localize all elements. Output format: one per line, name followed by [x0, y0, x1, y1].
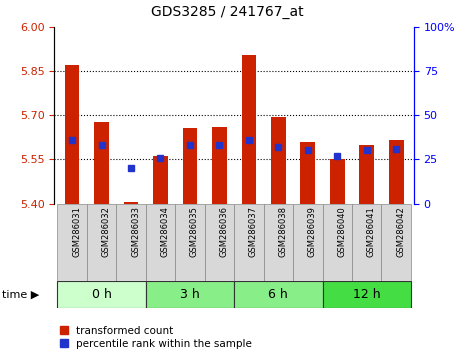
Bar — [116, 204, 146, 281]
Bar — [57, 281, 146, 308]
Text: GSM286041: GSM286041 — [367, 206, 376, 257]
Bar — [293, 204, 323, 281]
Bar — [123, 202, 139, 204]
Bar — [323, 281, 411, 308]
Bar — [300, 142, 315, 204]
Bar — [330, 159, 345, 204]
Bar — [205, 204, 234, 281]
Bar — [183, 128, 197, 204]
Bar — [146, 281, 234, 308]
Bar — [65, 65, 79, 204]
Text: 3 h: 3 h — [180, 288, 200, 301]
Text: GSM286040: GSM286040 — [337, 206, 346, 257]
Bar — [87, 204, 116, 281]
Bar — [234, 204, 263, 281]
Bar — [271, 116, 286, 204]
Bar — [352, 204, 381, 281]
Bar — [242, 55, 256, 204]
Bar — [389, 140, 403, 204]
Bar — [175, 204, 205, 281]
Text: GSM286032: GSM286032 — [102, 206, 111, 257]
Bar — [153, 156, 168, 204]
Bar — [323, 204, 352, 281]
Text: GSM286037: GSM286037 — [249, 206, 258, 257]
Bar — [146, 204, 175, 281]
Text: 6 h: 6 h — [269, 288, 288, 301]
Bar — [57, 204, 87, 281]
Bar — [94, 122, 109, 204]
Text: GDS3285 / 241767_at: GDS3285 / 241767_at — [151, 5, 303, 19]
Text: GSM286042: GSM286042 — [396, 206, 405, 257]
Bar — [381, 204, 411, 281]
Bar — [212, 127, 227, 204]
Bar — [263, 204, 293, 281]
Text: GSM286033: GSM286033 — [131, 206, 140, 257]
Text: time ▶: time ▶ — [2, 290, 40, 300]
Text: GSM286034: GSM286034 — [160, 206, 169, 257]
Bar — [234, 281, 323, 308]
Text: 0 h: 0 h — [92, 288, 112, 301]
Text: 12 h: 12 h — [353, 288, 381, 301]
Bar — [359, 144, 374, 204]
Text: GSM286031: GSM286031 — [72, 206, 81, 257]
Text: GSM286036: GSM286036 — [219, 206, 228, 257]
Text: GSM286039: GSM286039 — [308, 206, 317, 257]
Text: GSM286038: GSM286038 — [278, 206, 287, 257]
Text: GSM286035: GSM286035 — [190, 206, 199, 257]
Legend: transformed count, percentile rank within the sample: transformed count, percentile rank withi… — [60, 326, 252, 349]
